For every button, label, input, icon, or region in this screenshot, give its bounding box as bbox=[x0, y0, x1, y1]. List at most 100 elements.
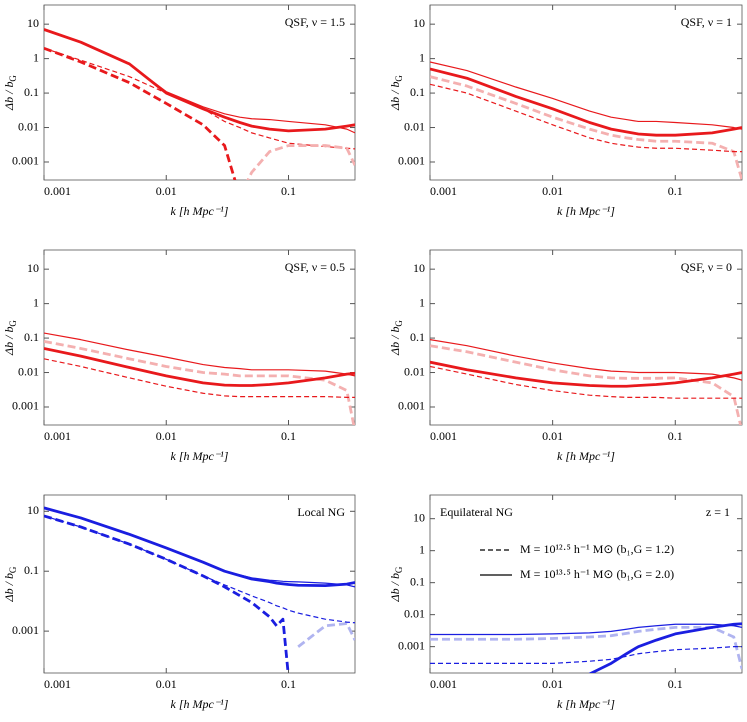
y-tick-label: 0.001 bbox=[398, 638, 425, 652]
y-tick-label: 1 bbox=[419, 295, 425, 309]
plot-frame bbox=[43, 4, 356, 181]
x-axis-title: k [h Mpc⁻¹] bbox=[171, 449, 229, 463]
y-tick-label: 10 bbox=[413, 510, 425, 524]
x-tick-label: 0.01 bbox=[542, 429, 563, 443]
series-line bbox=[430, 344, 742, 425]
y-tick-label: 10 bbox=[27, 261, 39, 275]
y-tick-label: 0.001 bbox=[398, 154, 425, 168]
curves bbox=[44, 506, 355, 673]
y-tick-label: 0.1 bbox=[24, 330, 39, 344]
x-tick-label: 0.001 bbox=[430, 677, 457, 691]
y-tick-label: 10 bbox=[27, 503, 39, 517]
y-tick-label: 1 bbox=[419, 542, 425, 556]
y-axis-title-main: Δb / b bbox=[388, 327, 402, 356]
y-tick-label: 0.001 bbox=[398, 399, 425, 413]
curves bbox=[44, 28, 355, 180]
panel-title: QSF, ν = 1.5 bbox=[285, 15, 345, 29]
x-tick-label: 0.1 bbox=[281, 184, 296, 198]
y-axis-title: Δb / bG bbox=[388, 320, 404, 356]
y-tick-label: 1 bbox=[33, 295, 39, 309]
x-tick-label: 0.001 bbox=[44, 677, 71, 691]
x-axis-title: k [h Mpc⁻¹] bbox=[557, 449, 615, 463]
y-tick-label: 10 bbox=[413, 16, 425, 30]
series-line bbox=[44, 332, 355, 377]
x-tick-label: 0.1 bbox=[281, 429, 296, 443]
y-axis-title-main: Δb / b bbox=[2, 327, 16, 356]
series-line bbox=[430, 623, 742, 636]
series-line bbox=[44, 514, 290, 673]
series-line bbox=[44, 28, 355, 134]
panel: 0.001 0.01 0.1 0.001 0.01 0.1 1 10 k [h Mpc⁻¹] Δb… bbox=[2, 4, 356, 218]
series-line bbox=[430, 646, 742, 664]
y-axis-title: Δb / bG bbox=[2, 320, 18, 356]
x-tick-label: 0.001 bbox=[44, 429, 71, 443]
y-tick-label: 0.01 bbox=[18, 119, 39, 133]
series-line bbox=[430, 67, 742, 137]
y-tick-label: 10 bbox=[413, 261, 425, 275]
y-tick-label: 0.01 bbox=[404, 606, 425, 620]
curves bbox=[430, 339, 742, 425]
series-line bbox=[430, 365, 742, 399]
series-line bbox=[430, 625, 742, 670]
legend-label: M = 10¹²·⁵ h⁻¹ M⊙ (b₁,G = 1.2) bbox=[520, 542, 674, 556]
y-axis-title: Δb / bG bbox=[388, 566, 404, 602]
x-axis-title: k [h Mpc⁻¹] bbox=[557, 697, 615, 711]
series-line bbox=[588, 622, 742, 673]
annotation: z = 1 bbox=[706, 505, 730, 519]
series-line bbox=[430, 360, 742, 388]
y-tick-label: 0.001 bbox=[12, 399, 39, 413]
panel: 0.001 0.01 0.1 0.001 0.01 0.1 1 10 k [h Mpc⁻¹] Δb… bbox=[388, 4, 743, 218]
series-line bbox=[430, 75, 742, 180]
y-axis-title-main: Δb / b bbox=[2, 82, 16, 111]
series-line bbox=[44, 28, 355, 133]
series-line bbox=[246, 144, 355, 180]
panel: 0.001 0.01 0.1 0.001 0.1 10 k [h Mpc⁻¹] Δb / bG… bbox=[2, 494, 356, 711]
y-tick-label: 0.1 bbox=[24, 85, 39, 99]
x-axis-title: k [h Mpc⁻¹] bbox=[171, 697, 229, 711]
series-line bbox=[44, 47, 355, 150]
y-axis-title-sub: G bbox=[394, 566, 404, 573]
plot-frame bbox=[429, 4, 743, 181]
y-axis-title-sub: G bbox=[8, 75, 18, 82]
y-tick-label: 0.001 bbox=[12, 623, 39, 637]
x-axis-title: k [h Mpc⁻¹] bbox=[171, 204, 229, 218]
series-line bbox=[430, 339, 742, 381]
y-tick-label: 0.01 bbox=[404, 364, 425, 378]
legend-label: M = 10¹³·⁵ h⁻¹ M⊙ (b₁,G = 2.0) bbox=[520, 567, 674, 581]
y-axis-title-main: Δb / b bbox=[388, 573, 402, 602]
y-axis-title-sub: G bbox=[8, 320, 18, 327]
y-axis-title-sub: G bbox=[394, 320, 404, 327]
x-tick-label: 0.001 bbox=[44, 184, 71, 198]
x-tick-label: 0.01 bbox=[156, 184, 177, 198]
panel-title: Equilateral NG bbox=[440, 505, 513, 519]
y-tick-label: 10 bbox=[27, 16, 39, 30]
y-tick-label: 0.1 bbox=[410, 330, 425, 344]
panel-title: QSF, ν = 0.5 bbox=[285, 260, 345, 274]
series-line bbox=[430, 83, 742, 153]
series-line bbox=[297, 622, 355, 648]
y-tick-label: 1 bbox=[419, 50, 425, 64]
series-line bbox=[44, 46, 237, 180]
plot-frame bbox=[429, 249, 743, 426]
series-line bbox=[44, 506, 355, 588]
x-tick-label: 0.1 bbox=[668, 677, 683, 691]
plot-frame bbox=[43, 494, 356, 674]
curves bbox=[430, 61, 742, 180]
y-axis-title: Δb / bG bbox=[388, 75, 404, 111]
y-tick-label: 1 bbox=[33, 50, 39, 64]
y-axis-title: Δb / bG bbox=[2, 566, 18, 602]
series-line bbox=[44, 340, 355, 425]
y-tick-label: 0.1 bbox=[410, 574, 425, 588]
y-axis-title-sub: G bbox=[394, 75, 404, 82]
y-axis-title-sub: G bbox=[8, 566, 18, 573]
panel: 0.001 0.01 0.1 0.001 0.01 0.1 1 10 k [h Mpc⁻¹] Δb… bbox=[388, 494, 743, 711]
x-tick-label: 0.01 bbox=[542, 677, 563, 691]
x-tick-label: 0.1 bbox=[668, 184, 683, 198]
x-tick-label: 0.1 bbox=[668, 429, 683, 443]
plot-frame bbox=[43, 249, 356, 426]
series-line bbox=[44, 515, 355, 624]
x-tick-label: 0.01 bbox=[156, 677, 177, 691]
x-tick-label: 0.1 bbox=[281, 677, 296, 691]
series-line bbox=[44, 507, 355, 588]
